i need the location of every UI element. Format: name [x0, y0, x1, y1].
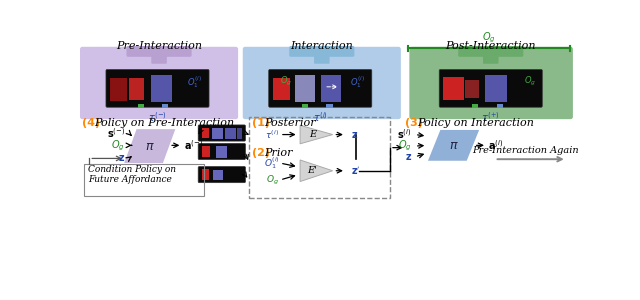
Text: $\pi$: $\pi$ — [145, 140, 155, 153]
Text: $O_g$: $O_g$ — [280, 74, 292, 88]
Bar — [497, 104, 503, 108]
FancyBboxPatch shape — [127, 46, 191, 57]
FancyBboxPatch shape — [198, 167, 246, 183]
Text: (1): (1) — [252, 118, 270, 128]
FancyBboxPatch shape — [314, 55, 330, 64]
Text: $\mathbf{z'}$: $\mathbf{z'}$ — [351, 165, 361, 177]
Text: $O_g$: $O_g$ — [111, 138, 125, 152]
Text: Pre-Interaction Again: Pre-Interaction Again — [472, 146, 579, 155]
Text: $O_g$: $O_g$ — [266, 173, 278, 187]
FancyBboxPatch shape — [106, 70, 209, 107]
Text: $\pi$: $\pi$ — [449, 139, 458, 152]
Bar — [162, 104, 168, 108]
Bar — [444, 77, 463, 100]
FancyBboxPatch shape — [198, 143, 246, 160]
FancyBboxPatch shape — [458, 46, 524, 57]
Text: $O_g$: $O_g$ — [398, 139, 412, 153]
Text: $O_1^{(i)}$: $O_1^{(i)}$ — [350, 74, 365, 90]
Text: Policy on Interaction: Policy on Interaction — [417, 118, 534, 128]
FancyBboxPatch shape — [243, 47, 401, 119]
Text: Condition Policy on
Future Affordance: Condition Policy on Future Affordance — [88, 165, 176, 184]
Bar — [472, 104, 478, 108]
Text: $\mathbf{a}^{(-)}$: $\mathbf{a}^{(-)}$ — [184, 138, 203, 152]
Bar — [321, 74, 341, 102]
Bar — [294, 74, 315, 102]
Text: (4): (4) — [83, 118, 100, 128]
Text: (3): (3) — [406, 118, 424, 128]
Text: E: E — [308, 130, 316, 139]
Text: E': E' — [307, 166, 317, 175]
Bar — [465, 80, 479, 98]
Text: $\tau^{(i)}$: $\tau^{(i)}$ — [265, 128, 279, 141]
FancyBboxPatch shape — [439, 70, 542, 107]
FancyBboxPatch shape — [289, 46, 355, 57]
Text: $\mathbf{z}$: $\mathbf{z}$ — [404, 152, 412, 162]
Text: Posterior: Posterior — [264, 118, 316, 128]
Text: Policy on Pre-Interaction: Policy on Pre-Interaction — [94, 118, 234, 128]
Text: Prior: Prior — [264, 148, 292, 158]
Text: Post-Interaction: Post-Interaction — [445, 41, 536, 51]
Bar — [202, 169, 209, 180]
Polygon shape — [124, 129, 175, 163]
Bar — [225, 128, 236, 139]
Polygon shape — [300, 125, 333, 144]
Polygon shape — [300, 160, 333, 182]
Text: $\mathbf{z}$: $\mathbf{z}$ — [351, 130, 358, 140]
Text: $\tau^{(+)}$: $\tau^{(+)}$ — [481, 110, 500, 124]
Text: $O_1^{(i)}$: $O_1^{(i)}$ — [188, 74, 202, 90]
Bar — [150, 74, 172, 102]
Text: $\mathbf{a}^{(i)}$: $\mathbf{a}^{(i)}$ — [488, 138, 504, 152]
FancyBboxPatch shape — [269, 70, 372, 107]
FancyBboxPatch shape — [483, 55, 499, 64]
Text: Pre-Interaction: Pre-Interaction — [116, 41, 202, 51]
Text: $O_g$: $O_g$ — [524, 74, 536, 88]
Bar — [110, 78, 127, 101]
Polygon shape — [428, 130, 479, 161]
Bar — [216, 146, 227, 158]
Text: $\tau^{(-)}$: $\tau^{(-)}$ — [148, 110, 167, 124]
Bar — [301, 104, 308, 108]
Bar — [326, 104, 333, 108]
Bar — [485, 74, 507, 102]
Bar — [212, 128, 223, 139]
FancyBboxPatch shape — [410, 47, 573, 119]
Bar — [129, 78, 145, 100]
Text: (2): (2) — [252, 148, 270, 158]
FancyBboxPatch shape — [80, 47, 238, 119]
Bar — [202, 146, 210, 157]
Text: $\mathbf{s}^{(i)}$: $\mathbf{s}^{(i)}$ — [397, 128, 412, 142]
Bar — [202, 128, 209, 138]
Text: Interaction: Interaction — [291, 41, 353, 51]
Bar — [213, 170, 223, 180]
Bar — [138, 104, 145, 108]
FancyBboxPatch shape — [151, 55, 167, 64]
Bar — [273, 78, 290, 100]
Text: $\tau^{(i)}$: $\tau^{(i)}$ — [313, 110, 328, 124]
Text: $O_1^{(i)}$: $O_1^{(i)}$ — [264, 155, 280, 171]
Text: $\mathbf{s}^{(-)}$: $\mathbf{s}^{(-)}$ — [107, 126, 125, 140]
Bar — [237, 128, 242, 139]
Text: $\mathbf{z}$: $\mathbf{z}$ — [118, 153, 125, 164]
Text: $O_g$: $O_g$ — [482, 31, 495, 45]
FancyBboxPatch shape — [198, 125, 246, 141]
